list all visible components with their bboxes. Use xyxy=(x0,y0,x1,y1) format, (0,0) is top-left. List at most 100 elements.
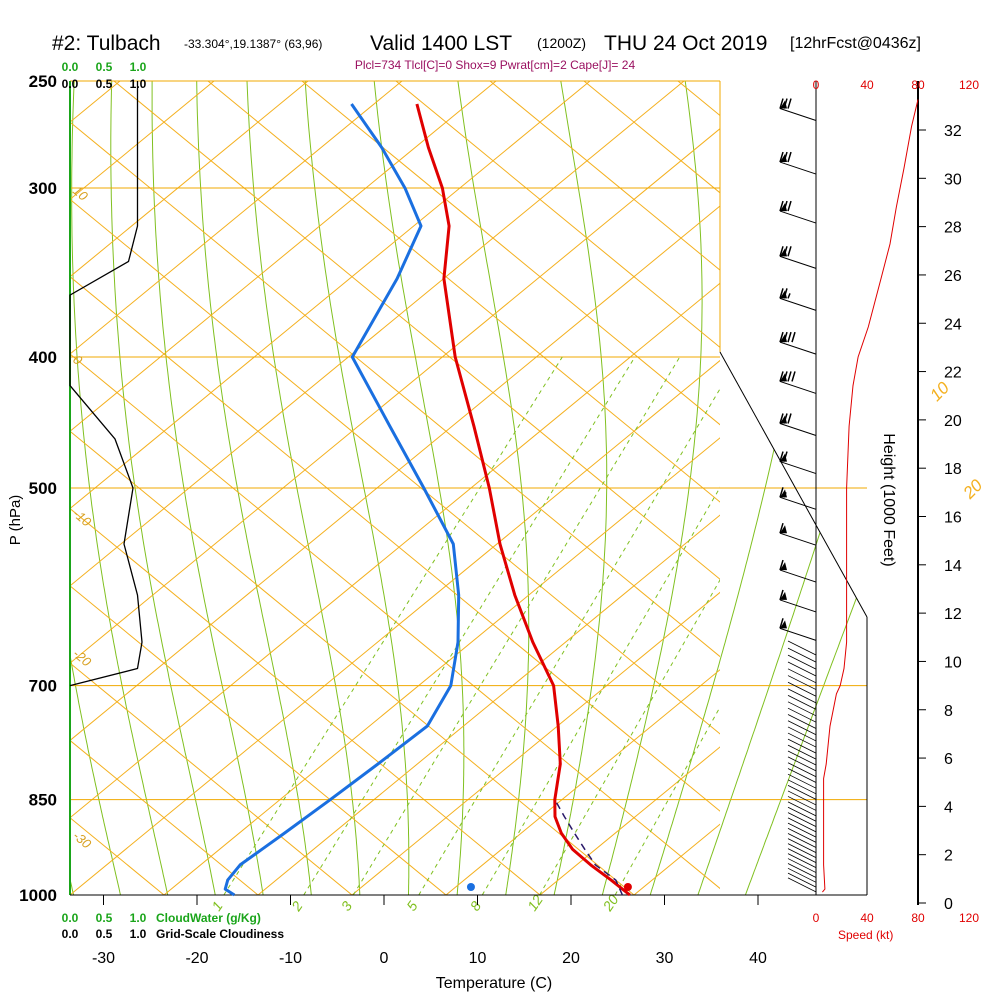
wind-barb-low-level xyxy=(787,817,817,833)
height-tick-label: 18 xyxy=(944,461,962,478)
wind-barb-low-level xyxy=(787,863,817,878)
surface-temperature-marker xyxy=(623,883,632,891)
wind-barb-feather xyxy=(779,98,784,109)
dry-adiabat-label: 20 xyxy=(959,475,987,503)
height-tick-label: 20 xyxy=(944,413,962,430)
wind-barb-shaft xyxy=(779,496,817,510)
pressure-axis: 250 300 400 500 700 850 1000 xyxy=(19,72,57,905)
height-axis-title: Height (1000 Feet) xyxy=(880,433,897,566)
wind-barb-low-level xyxy=(787,744,817,760)
dry-adiabat-line xyxy=(351,591,720,895)
x-axis-title: Temperature (C) xyxy=(436,975,552,992)
temperature-tick-label: 0 xyxy=(380,950,389,967)
cloudwater-tick-bottom: 0.0 xyxy=(62,911,79,925)
cloudwater-label: CloudWater (g/Kg) xyxy=(156,911,261,925)
wind-barb-tip xyxy=(780,290,787,299)
height-tick-label: 8 xyxy=(944,703,953,720)
cloudiness-tick-top: 0.5 xyxy=(96,77,113,91)
wind-barb-low-level xyxy=(787,867,817,883)
wind-barb-low-level xyxy=(787,833,817,848)
wind-barb-low-level xyxy=(787,640,817,656)
wind-barb-low-level xyxy=(787,681,817,697)
pressure-label: 850 xyxy=(29,791,57,810)
wind-barb-low-level xyxy=(787,872,817,888)
cloudiness-tick-bottom: 0.5 xyxy=(96,927,113,941)
wind-barb-feather xyxy=(787,98,792,109)
moist-adiabat-line xyxy=(110,81,221,895)
wind-barb-tip xyxy=(780,591,787,600)
mixing-ratio-label: 20 xyxy=(599,892,622,915)
wind-barb-tip xyxy=(780,489,787,498)
wind-barb-low-level xyxy=(787,796,817,811)
moist-adiabat-label: 10 xyxy=(70,183,91,204)
temperature-tick-label: 10 xyxy=(469,950,487,967)
height-tick-label: 26 xyxy=(944,268,962,285)
wind-barb-feather xyxy=(787,246,792,257)
moist-adiabat-line xyxy=(687,81,867,895)
moist-adiabat-line xyxy=(547,81,608,895)
wind-barb-shaft xyxy=(779,297,817,311)
mixing-ratio-label: 5 xyxy=(403,898,421,914)
height-tick-label: 12 xyxy=(944,606,962,623)
wind-barb-tip xyxy=(780,334,787,343)
wind-barb-low-level xyxy=(787,720,817,736)
wind-speed-profile xyxy=(822,99,919,893)
wind-barbs xyxy=(779,98,817,893)
dry-adiabat-line xyxy=(70,81,309,278)
speed-tick-bottom: 0 xyxy=(813,911,820,925)
wind-barb-low-level xyxy=(787,762,817,778)
speed-tick-bottom: 80 xyxy=(911,911,925,925)
height-tick-label: 4 xyxy=(944,799,953,816)
wind-barb-feather xyxy=(779,288,784,299)
mixing-ratio-line xyxy=(303,356,636,895)
wind-barb-low-level xyxy=(787,773,817,789)
isotherm-line xyxy=(70,507,541,895)
dry-adiabat-line xyxy=(445,669,720,895)
height-tick-label: 10 xyxy=(944,654,962,671)
speed-tick-top: 120 xyxy=(959,78,979,92)
station-coords: -33.304°,19.1387° (63,96) xyxy=(184,37,322,51)
speed-tick-top: 0 xyxy=(813,78,820,92)
wind-barb-low-level xyxy=(787,647,817,663)
mixing-ratio-lines xyxy=(223,356,720,895)
pressure-label: 400 xyxy=(29,348,57,367)
wind-barb-half-feather xyxy=(787,293,791,299)
station-title: #2: Tulbach xyxy=(52,32,161,55)
wind-barb-low-level xyxy=(787,853,817,869)
wind-barb-low-level xyxy=(787,785,817,800)
wind-barb-tip xyxy=(780,525,787,534)
valid-date: THU 24 Oct 2019 xyxy=(604,32,767,55)
wind-barb-low-level xyxy=(787,668,817,684)
cloudwater-tick-bottom: 1.0 xyxy=(130,911,147,925)
temperature-tick-label: -30 xyxy=(92,950,115,967)
forecast-label: [12hrFcst@0436z] xyxy=(790,35,921,52)
wind-barb-low-level xyxy=(787,732,817,748)
wind-barb-shaft xyxy=(779,532,817,546)
wind-barb-feather xyxy=(787,371,792,382)
wind-barb-feather xyxy=(779,151,784,163)
pressure-label: 250 xyxy=(29,72,57,91)
wind-barb-low-level xyxy=(787,695,817,710)
wind-barb-tip xyxy=(780,203,787,212)
parcel-profile-line xyxy=(554,799,624,896)
wind-barb-feather xyxy=(779,246,784,257)
wind-barb-feather xyxy=(779,451,784,462)
pressure-label: 300 xyxy=(29,179,57,198)
wind-barb-feather xyxy=(779,371,784,382)
wind-barb-feather xyxy=(787,331,792,343)
wind-barb-low-level xyxy=(787,661,817,677)
temperature-axis: -30 -20 -10 0 10 20 30 40 xyxy=(92,895,767,967)
mixing-ratio-line xyxy=(352,356,681,895)
cloudwater-tick-top: 0.0 xyxy=(62,60,79,74)
dry-adiabat-label: 10 xyxy=(926,378,953,405)
height-tick-label: 22 xyxy=(944,365,962,382)
moist-adiabat-line xyxy=(304,81,410,895)
wind-barb-shaft xyxy=(779,599,817,613)
wind-barb-low-level xyxy=(787,812,817,827)
cloudwater-tick-bottom: 0.5 xyxy=(96,911,113,925)
stability-indices: Plcl=734 Tlcl[C]=0 Shox=9 Pwrat[cm]=2 Ca… xyxy=(355,58,636,72)
isotherm-line xyxy=(301,81,720,426)
mixing-ratio-label: 3 xyxy=(338,898,356,914)
wind-barb-shaft xyxy=(779,108,817,122)
